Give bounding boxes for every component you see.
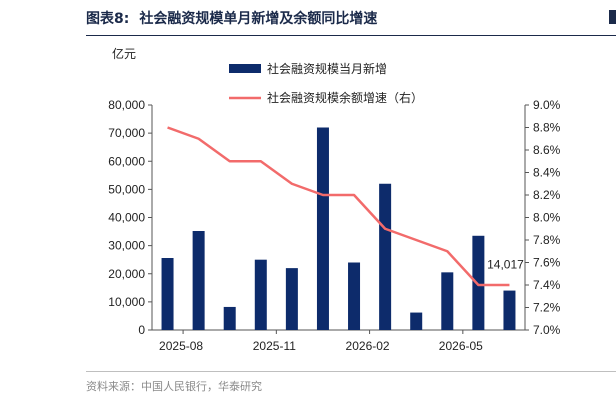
left-tick-label: 70,000 — [108, 126, 145, 140]
right-tick-label: 7.0% — [533, 323, 561, 337]
bar — [254, 259, 267, 330]
left-tick-label: 80,000 — [108, 98, 145, 112]
right-tick-label: 7.2% — [533, 301, 561, 315]
right-tick-label: 8.4% — [533, 166, 561, 180]
x-tick-label: 2026-05 — [439, 339, 483, 353]
right-tick-label: 8.8% — [533, 121, 561, 135]
left-tick-label: 50,000 — [108, 182, 145, 196]
bar — [472, 235, 485, 330]
bar — [410, 312, 423, 330]
x-tick-label: 2025-08 — [159, 339, 203, 353]
figure-title-text: 社会融资规模单月新增及余额同比增速 — [139, 11, 378, 27]
right-tick-label: 8.2% — [533, 188, 561, 202]
chart: 0 10,000 20,000 30,000 40,000 50,000 60,000 70,… — [108, 61, 561, 353]
figure-title: 图表8: 社会融资规模单月新增及余额同比增速 — [86, 8, 377, 28]
x-tick-label: 2026-02 — [346, 339, 390, 353]
bar — [223, 306, 236, 330]
right-tick-label: 8.0% — [533, 211, 561, 225]
right-tick-label: 9.0% — [533, 98, 561, 112]
left-tick-label: 60,000 — [108, 154, 145, 168]
left-tick-label: 40,000 — [108, 211, 145, 225]
growth-rate-line — [167, 126, 510, 287]
title-divider — [86, 35, 616, 36]
left-tick-label: 0 — [138, 323, 145, 337]
bar — [161, 258, 174, 330]
unit-label: 亿元 — [112, 47, 137, 61]
bar — [503, 290, 516, 330]
figure-number: 图表8: — [86, 11, 130, 27]
bar — [379, 183, 392, 330]
legend-label-line: 社会融资规模余额增速（右） — [267, 90, 423, 105]
bar — [285, 268, 298, 330]
right-tick-label: 7.4% — [533, 278, 561, 292]
legend-bar-swatch — [229, 64, 261, 73]
source-note: 资料来源：中国人民银行，华泰研究 — [86, 380, 262, 393]
edge-marker — [609, 10, 616, 24]
data-label: 14,017 — [487, 258, 524, 272]
source-divider — [86, 371, 616, 372]
bar — [192, 231, 205, 330]
bar — [316, 127, 329, 330]
bar — [441, 272, 454, 330]
left-tick-label: 10,000 — [108, 295, 145, 309]
left-tick-label: 30,000 — [108, 239, 145, 253]
left-tick-label: 20,000 — [108, 267, 145, 281]
x-tick-label: 2025-11 — [253, 339, 296, 353]
right-tick-label: 7.6% — [533, 256, 561, 270]
right-tick-label: 7.8% — [533, 233, 561, 247]
right-tick-label: 8.6% — [533, 143, 561, 157]
bar — [348, 262, 361, 330]
legend-label-bar: 社会融资规模当月新增 — [267, 61, 387, 76]
